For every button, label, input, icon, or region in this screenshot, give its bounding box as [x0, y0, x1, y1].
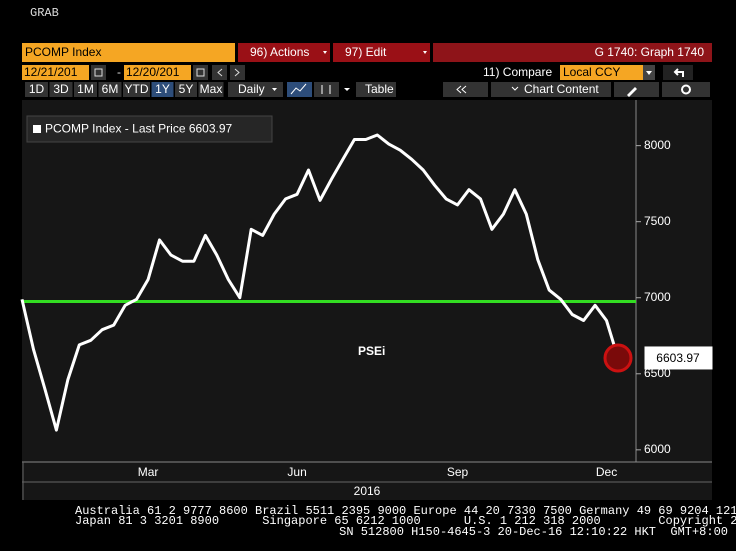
- calendar-icon: [196, 68, 205, 77]
- prev-button[interactable]: [212, 65, 227, 80]
- dropdown-arrow: [344, 88, 350, 91]
- security-field[interactable]: [22, 43, 235, 62]
- calendar-button[interactable]: [91, 65, 106, 80]
- x-group-label: 2016: [354, 484, 381, 498]
- last-value-marker: [603, 343, 633, 373]
- actions-menu[interactable]: [238, 43, 330, 62]
- x-tick-label: Jun: [287, 465, 306, 479]
- table: Table: [365, 82, 394, 96]
- chart-content-button[interactable]: [491, 82, 611, 97]
- currency-dropdown[interactable]: [560, 65, 655, 80]
- y-tick-label: 7000: [644, 290, 671, 304]
- legend-label: PCOMP Index - Last Price 6603.97: [45, 122, 233, 136]
- annotation: PSEi: [358, 344, 385, 358]
- period-button[interactable]: [151, 82, 174, 97]
- chart-content: Chart Content: [524, 82, 599, 96]
- app-title: GRAB: [30, 6, 59, 20]
- price-line: [20, 133, 620, 432]
- next-button[interactable]: [230, 65, 245, 80]
- chart-panel: [22, 100, 712, 500]
- calendar-button[interactable]: [193, 65, 208, 80]
- period-label: 1M: [77, 82, 94, 96]
- actions: 96) Actions: [250, 45, 309, 59]
- settings-button[interactable]: [662, 82, 710, 97]
- start-date: 12/21/201: [24, 65, 78, 79]
- compare[interactable]: 11) Compare: [483, 65, 552, 79]
- currency: Local CCY: [563, 65, 620, 79]
- period-button[interactable]: [49, 82, 73, 97]
- dropdown-arrow: [423, 51, 427, 54]
- footer-line: Australia 61 2 9777 8600 Brazil 5511 239…: [75, 504, 736, 518]
- period-button[interactable]: [175, 82, 197, 97]
- period-label: 1D: [29, 82, 45, 96]
- dropdown-arrow: [323, 51, 327, 54]
- period-button[interactable]: [198, 82, 224, 97]
- line-icon: [290, 83, 307, 95]
- next-icon: [234, 68, 240, 77]
- date-separator: -: [117, 65, 121, 79]
- edit-menu[interactable]: [333, 43, 430, 62]
- period-button[interactable]: [123, 82, 150, 97]
- dropdown-arrow: [646, 71, 652, 75]
- frequency-dropdown[interactable]: [228, 82, 283, 97]
- toolbar-row: 1D 3D 1M 6M YTD 1Y 5Y Max: [25, 82, 224, 97]
- period-label: Max: [200, 82, 223, 96]
- edit-icon: [627, 87, 637, 97]
- calendar-icon: [94, 68, 103, 77]
- prev-icon: [217, 68, 223, 77]
- x-tick-label: Mar: [138, 465, 159, 479]
- period-label: YTD: [125, 82, 149, 96]
- end-date-field[interactable]: [124, 65, 191, 80]
- frequency: Daily: [238, 82, 265, 96]
- cursor-icon: [321, 85, 331, 94]
- collapse-button[interactable]: [443, 82, 488, 97]
- period-label: 1Y: [155, 82, 170, 96]
- undo-icon: [673, 68, 684, 77]
- period-button[interactable]: [74, 82, 97, 97]
- x-tick-label: Dec: [596, 465, 617, 479]
- y-tick-label: 8000: [644, 138, 671, 152]
- period-label: 3D: [53, 82, 69, 96]
- dropdown-arrow: [272, 88, 277, 91]
- collapse-icon: [456, 85, 467, 94]
- legend-swatch: [33, 125, 41, 133]
- y-tick-label: 6000: [644, 442, 671, 456]
- last-value-label: 6603.97: [656, 351, 700, 365]
- footer-line: Japan 81 3 3201 8900 Singapore 65 6212 1…: [75, 514, 736, 528]
- x-tick-label: Sep: [447, 465, 469, 479]
- period-button[interactable]: [25, 82, 48, 97]
- graph-title: G 1740: Graph 1740: [595, 45, 705, 59]
- security: PCOMP Index: [25, 45, 101, 59]
- period-button[interactable]: [98, 82, 122, 97]
- table-button[interactable]: [356, 82, 396, 97]
- footer: Australia 61 2 9777 8600 Brazil 5511 239…: [75, 504, 736, 539]
- legend-box: [26, 115, 273, 143]
- footer-line: SN 512800 H150-4645-3 20-Dec-16 12:10:22…: [339, 525, 728, 539]
- period-label: 5Y: [179, 82, 194, 96]
- start-date-field[interactable]: [22, 65, 89, 80]
- y-tick-label: 7500: [644, 214, 671, 228]
- last-value-box: [644, 346, 713, 370]
- chart-content-icon: [511, 86, 519, 91]
- cursor-button[interactable]: [314, 82, 339, 97]
- edit: 97) Edit: [345, 45, 387, 59]
- end-date: 12/20/201: [126, 65, 180, 79]
- settings-icon: [681, 84, 691, 95]
- graph-title-bar: [433, 43, 712, 62]
- period-label: 6M: [102, 82, 119, 96]
- line-chart-button[interactable]: [287, 82, 312, 97]
